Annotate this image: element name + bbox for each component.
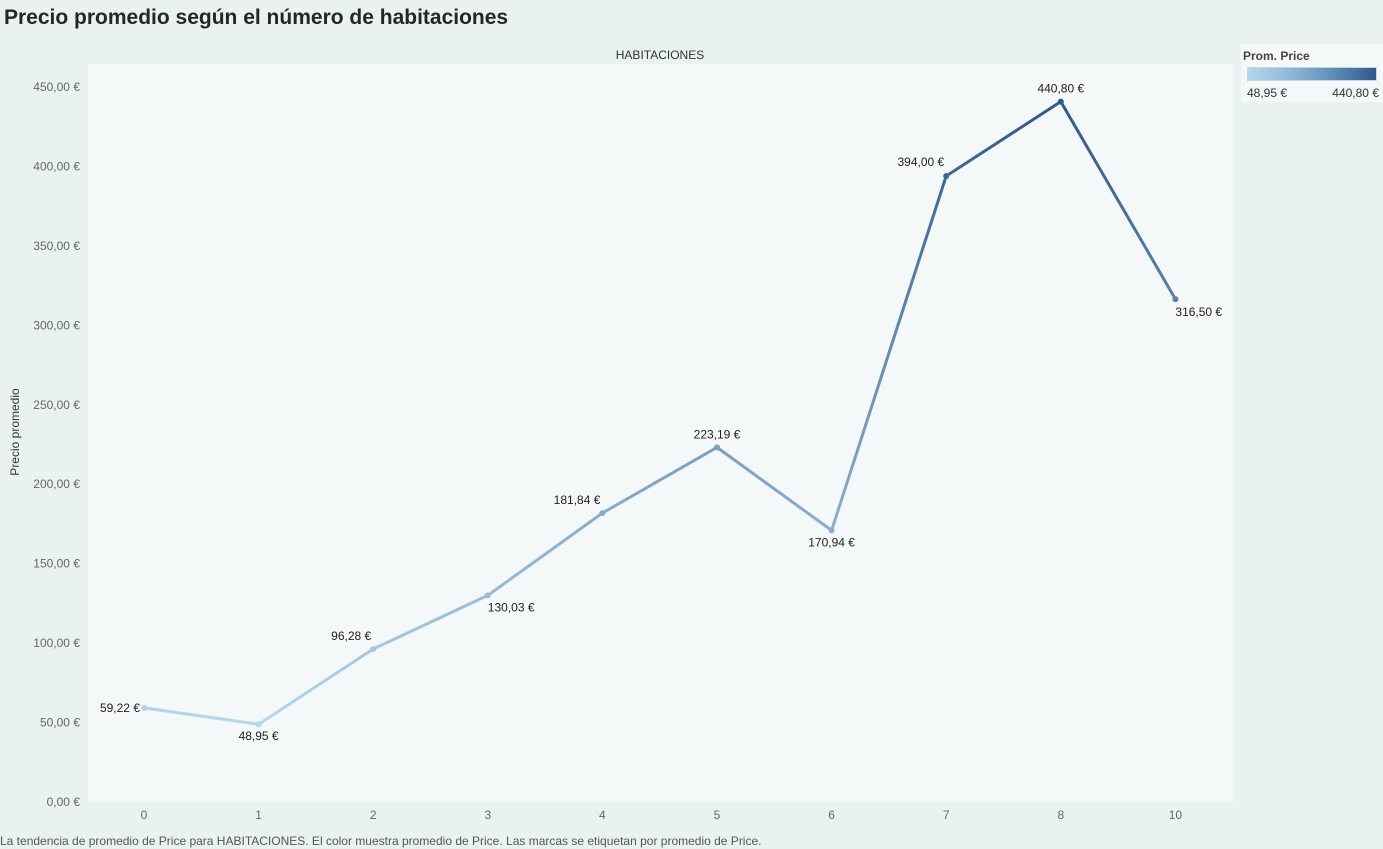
data-point[interactable] [714,444,720,451]
y-tick-label: 150,00 € [33,557,80,571]
y-tick-label: 250,00 € [33,398,80,412]
data-point[interactable] [828,527,835,534]
x-tick-label: 5 [714,808,721,822]
line-segment [600,445,719,515]
data-point[interactable] [484,592,491,599]
legend-color-ramp [1247,67,1377,81]
plot-area [88,64,1233,802]
y-tick-label: 50,00 € [40,716,80,730]
legend-title: Prom. Price [1243,49,1310,63]
x-tick-label: 3 [484,808,491,822]
line-segment [1059,100,1177,301]
x-tick-label: 10 [1169,808,1183,822]
line-segment [715,445,834,532]
y-tick-label: 200,00 € [33,477,80,491]
x-axis-title: HABITACIONES [616,48,704,62]
data-point[interactable] [943,172,950,179]
line-segment [371,593,490,651]
series-points [141,98,1179,728]
line-segment [142,706,261,726]
y-tick-label: 350,00 € [33,239,80,253]
line-segment [257,647,375,726]
legend-max-label: 440,80 € [1332,86,1379,100]
data-point[interactable] [1057,98,1064,105]
data-label: 223,19 € [694,427,741,441]
y-axis-title: Precio promedio [8,388,22,476]
x-tick-label: 2 [370,808,377,822]
x-tick-label: 0 [141,808,148,822]
line-segment [830,174,948,532]
x-axis-ticks: 0 1 2 3 4 5 6 7 8 10 [141,808,1183,822]
color-legend: Prom. Price 48,95 € 440,80 € [1241,44,1383,102]
y-tick-label: 100,00 € [33,636,80,650]
y-axis-ticks: 0,00 € 50,00 € 100,00 € 150,00 € 200,00 € 250… [33,80,80,809]
data-point[interactable] [255,721,262,728]
series-lines [142,100,1177,726]
data-point[interactable] [1172,296,1179,303]
data-label: 394,00 € [897,155,944,169]
x-tick-label: 8 [1057,808,1064,822]
y-tick-label: 300,00 € [33,318,80,332]
chart-caption: La tendencia de promedio de Price para H… [0,834,762,848]
legend-min-label: 48,95 € [1247,86,1288,100]
page-title: Precio promedio según el número de habit… [4,6,509,29]
data-label: 130,03 € [488,600,535,614]
data-label: 59,22 € [100,701,140,715]
data-labels: 59,22 € 48,95 € 96,28 € 130,03 € 181,84 € 223… [100,82,1222,744]
x-tick-label: 4 [599,808,606,822]
data-label: 316,50 € [1175,305,1222,319]
data-point[interactable] [141,704,147,711]
y-tick-label: 0,00 € [47,795,81,809]
y-tick-label: 400,00 € [33,159,80,173]
x-tick-label: 6 [828,808,835,822]
data-label: 440,80 € [1037,82,1084,96]
line-segment [944,100,1063,178]
x-tick-label: 1 [255,808,262,822]
data-label: 48,95 € [239,729,279,743]
data-label: 170,94 € [808,535,855,549]
data-label: 96,28 € [331,629,371,643]
y-tick-label: 450,00 € [33,80,80,94]
line-segment [486,511,604,597]
data-label: 181,84 € [554,493,601,507]
data-point[interactable] [599,510,606,517]
data-point[interactable] [370,646,377,653]
x-tick-label: 7 [943,808,950,822]
